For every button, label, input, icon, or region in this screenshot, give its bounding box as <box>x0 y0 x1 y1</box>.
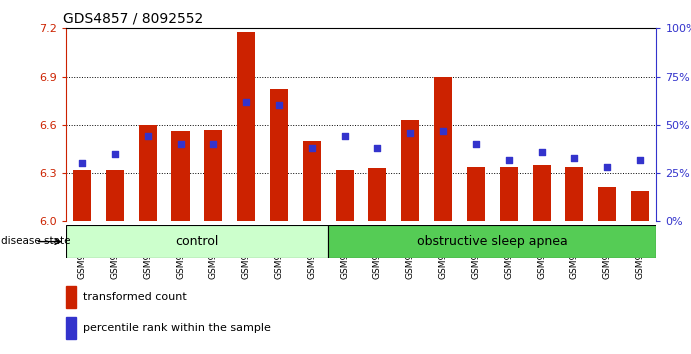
Bar <box>73 170 91 221</box>
Bar <box>106 170 124 221</box>
Bar <box>205 130 223 221</box>
Bar <box>336 170 354 221</box>
Point <box>240 99 252 104</box>
Point <box>569 155 580 160</box>
Point <box>372 145 383 151</box>
Point <box>536 149 547 155</box>
Text: disease state: disease state <box>1 236 71 246</box>
Bar <box>565 167 583 221</box>
Text: control: control <box>176 235 218 248</box>
Bar <box>533 165 551 221</box>
Point <box>175 141 186 147</box>
Point <box>503 157 514 162</box>
Point <box>109 151 120 156</box>
Point <box>471 141 482 147</box>
Point <box>77 161 88 166</box>
Point <box>208 141 219 147</box>
FancyBboxPatch shape <box>328 225 656 258</box>
Text: transformed count: transformed count <box>84 292 187 302</box>
Point <box>602 164 613 170</box>
Point <box>339 133 350 139</box>
Bar <box>66 286 76 308</box>
FancyBboxPatch shape <box>66 225 328 258</box>
Point <box>634 157 645 162</box>
Bar <box>368 168 386 221</box>
Bar <box>467 167 485 221</box>
Text: obstructive sleep apnea: obstructive sleep apnea <box>417 235 568 248</box>
Bar <box>401 120 419 221</box>
Bar <box>500 167 518 221</box>
Point <box>274 103 285 108</box>
Bar <box>434 76 452 221</box>
Bar <box>139 125 157 221</box>
Bar <box>303 141 321 221</box>
Bar <box>598 188 616 221</box>
Text: percentile rank within the sample: percentile rank within the sample <box>84 323 272 333</box>
Bar <box>171 131 189 221</box>
Point <box>437 128 448 133</box>
Point <box>306 145 317 151</box>
Text: GDS4857 / 8092552: GDS4857 / 8092552 <box>63 12 203 26</box>
Point <box>405 130 416 135</box>
Bar <box>237 32 255 221</box>
Point <box>142 133 153 139</box>
Bar <box>66 317 76 339</box>
Bar <box>631 191 649 221</box>
Bar <box>270 90 288 221</box>
